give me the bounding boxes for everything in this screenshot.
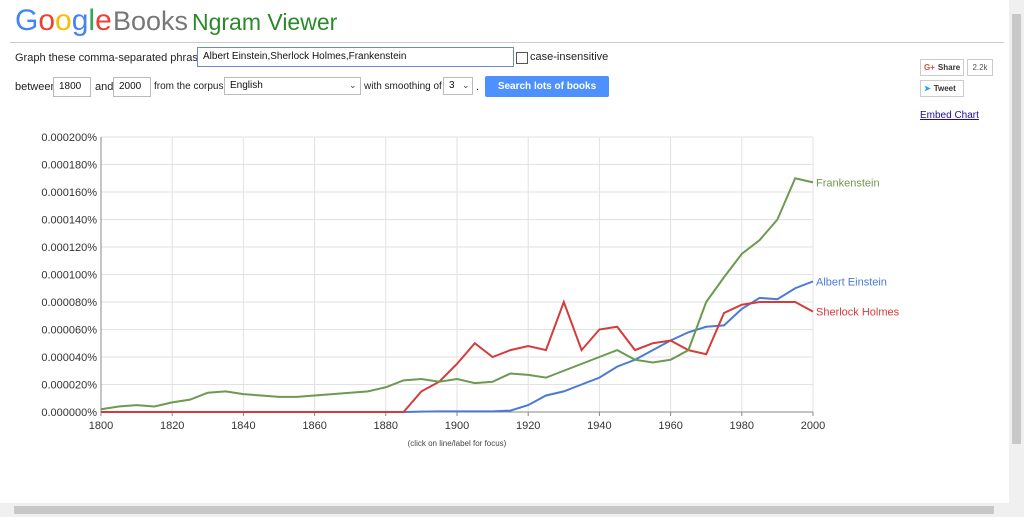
x-tick-label: 1800 <box>89 420 113 432</box>
series-label: Sherlock Holmes <box>816 307 900 319</box>
y-tick-label: 0.000200% <box>41 132 97 144</box>
y-tick-label: 0.000060% <box>41 325 97 337</box>
x-tick-label: 1940 <box>587 420 611 432</box>
series-label: Albert Einstein <box>816 276 887 288</box>
and-label: and <box>95 81 114 93</box>
logo-google: Google <box>15 4 112 37</box>
horizontal-scrollbar[interactable] <box>0 503 1024 517</box>
y-tick-label: 0.000160% <box>41 187 97 199</box>
corpus-select[interactable]: English <box>224 77 361 95</box>
select-arrow: ⌄ <box>462 80 470 90</box>
y-tick-label: 0.000120% <box>41 242 97 254</box>
x-tick-label: 1860 <box>302 420 326 432</box>
between-label: between <box>15 81 57 93</box>
logo-books: Books <box>113 6 189 36</box>
tweet-button[interactable]: ➤ Tweet <box>920 80 964 97</box>
chart: 0.000000% 0.000020% 0.000040% 0.000060% 0.00… <box>41 132 900 448</box>
scroll-thumb[interactable] <box>1012 14 1021 444</box>
x-tick-label: 1960 <box>658 420 682 432</box>
series-line <box>100 177 814 411</box>
twitter-icon: ➤ <box>924 84 931 93</box>
end-year-input[interactable]: 2000 <box>113 77 151 97</box>
share-count: 2.2k <box>967 59 993 76</box>
app-title: Ngram Viewer <box>192 9 338 35</box>
y-tick-label: 0.000140% <box>41 215 97 227</box>
start-year-input[interactable]: 1800 <box>53 77 91 97</box>
select-arrow: ⌄ <box>349 80 357 90</box>
checkbox-label: case-insensitive <box>530 51 609 63</box>
series-label: Frankenstein <box>816 177 880 189</box>
x-tick-label: 1980 <box>730 420 754 432</box>
y-tick-label: 0.000100% <box>41 270 97 282</box>
x-tick-label: 1820 <box>160 420 184 432</box>
y-tick-label: 0.000080% <box>41 297 97 309</box>
series-line <box>101 299 814 413</box>
tweet-text: Tweet <box>933 84 956 93</box>
phrases-label: Graph these comma-separated phrases: <box>15 52 213 64</box>
header-rule <box>10 42 1004 43</box>
period: . <box>476 81 480 93</box>
scroll-thumb[interactable] <box>14 506 994 514</box>
x-tick-label: 1840 <box>231 420 255 432</box>
embed-link[interactable]: Embed Chart <box>920 110 979 121</box>
vertical-scrollbar[interactable] <box>1009 0 1024 503</box>
y-tick-label: 0.000040% <box>41 352 97 364</box>
corpus-label: from the corpus <box>154 81 224 92</box>
checkbox[interactable] <box>516 52 528 64</box>
smoothing-label: with smoothing of <box>364 81 442 92</box>
smoothing-select[interactable]: 3 <box>443 77 473 95</box>
search-button[interactable]: Search lots of books <box>485 76 609 97</box>
share-button[interactable]: G+ Share <box>920 59 964 76</box>
chart-note: (click on line/label for focus) <box>408 439 507 448</box>
y-tick-label: 0.000000% <box>41 407 97 419</box>
x-tick-label: 1880 <box>374 420 398 432</box>
y-tick-label: 0.000020% <box>41 380 97 392</box>
gplus-icon: G+ <box>924 63 935 72</box>
phrases-input[interactable]: Albert Einstein,Sherlock Holmes,Frankens… <box>197 47 514 67</box>
x-tick-label: 1900 <box>445 420 469 432</box>
x-tick-label: 2000 <box>801 420 825 432</box>
y-tick-label: 0.000180% <box>41 160 97 172</box>
share-text: Share <box>937 63 961 72</box>
x-tick-label: 1920 <box>516 420 540 432</box>
